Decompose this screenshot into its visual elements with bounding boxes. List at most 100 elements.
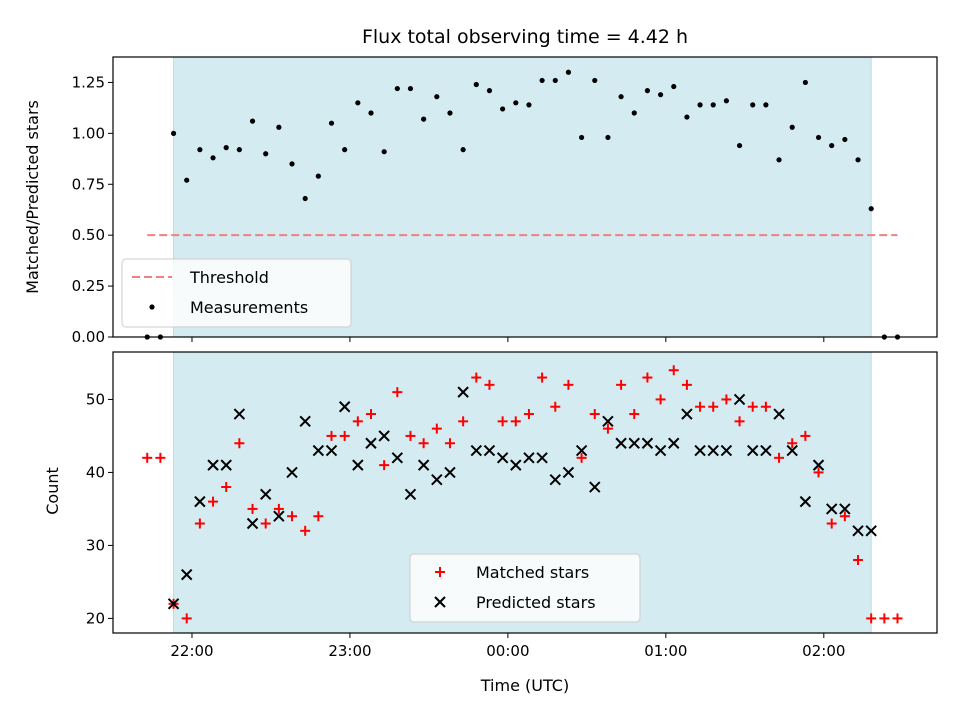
predicted-star-point: [483, 444, 496, 457]
predicted-star-point: [668, 437, 680, 449]
measurement-point: [671, 83, 677, 90]
measurement-point: [170, 130, 177, 136]
y-tick-label: 0.75: [72, 175, 105, 193]
matched-star-point: [800, 430, 811, 441]
predicted-star-point: [273, 510, 285, 522]
predicted-star-point: [602, 415, 614, 428]
predicted-star-point: [733, 393, 746, 406]
matched-star-point: [273, 503, 284, 514]
measurement-point: [723, 98, 729, 104]
matched-star-point: [708, 401, 719, 412]
predicted-star-point: [167, 598, 180, 610]
measurement-point: [486, 88, 493, 94]
measurement-point: [815, 134, 822, 141]
matched-star-point: [668, 365, 679, 376]
measurement-point: [447, 110, 453, 116]
measurement-point: [407, 85, 414, 92]
predicted-star-point: [536, 452, 548, 464]
predicted-star-point: [852, 525, 864, 537]
measurement-point: [868, 206, 874, 212]
matched-star-point: [760, 401, 771, 412]
measurement-point: [315, 173, 321, 179]
predicted-star-point: [431, 474, 443, 486]
matched-star-point: [813, 467, 824, 478]
measurement-point: [684, 114, 690, 120]
matched-star-point: [313, 511, 324, 522]
measurement-point: [697, 102, 703, 108]
measurement-point: [579, 134, 585, 141]
matched-star-point: [142, 452, 153, 463]
matched-star-point: [352, 416, 363, 427]
matched-star-point: [181, 613, 192, 624]
predicted-star-point: [299, 415, 311, 428]
series-matched-stars: [142, 365, 903, 624]
measurement-point: [368, 110, 374, 116]
predicted-star-point: [220, 459, 232, 471]
measurement-point: [736, 142, 743, 149]
measurement-point: [289, 161, 295, 167]
y-tick-label: 30: [86, 536, 105, 554]
predicted-star-point: [589, 481, 601, 493]
legend-box: [121, 258, 352, 328]
legend-threshold-label: Threshold: [189, 268, 269, 287]
matched-star-point: [418, 438, 429, 449]
matched-star-point: [155, 452, 166, 463]
measurement-point: [565, 69, 572, 75]
matched-star-point: [234, 438, 245, 449]
matched-star-point: [471, 372, 482, 383]
legend-box: [409, 553, 641, 623]
matched-star-point: [681, 379, 692, 390]
measurement-point: [539, 77, 545, 84]
predicted-star-point: [549, 474, 561, 486]
matched-star-point: [287, 511, 298, 522]
measurement-point: [460, 147, 466, 153]
legend-matched-label: Matched stars: [476, 563, 589, 582]
measurement-point: [802, 79, 808, 86]
predicted-star-point: [444, 466, 456, 479]
x-tick-label: 01:00: [644, 642, 687, 660]
predicted-star-point: [523, 452, 535, 464]
predicted-star-point: [654, 444, 667, 457]
legend: Matched stars Predicted stars: [409, 553, 641, 623]
predicted-star-point: [760, 444, 772, 457]
measurement-point: [710, 102, 716, 108]
measurement-point: [328, 120, 335, 126]
predicted-star-point: [286, 466, 298, 479]
predicted-star-point: [628, 437, 640, 449]
measurement-point: [394, 85, 400, 92]
measurement-point: [618, 94, 624, 100]
matched-star-point: [655, 394, 666, 405]
predicted-star-point: [510, 459, 522, 471]
predicted-star-point: [694, 444, 706, 457]
matched-star-point: [839, 511, 850, 522]
measurement-point: [631, 110, 637, 116]
matched-star-point: [431, 423, 442, 434]
measurement-point: [776, 157, 782, 163]
predicted-star-point: [575, 444, 588, 457]
predicted-star-point: [207, 459, 219, 471]
predicted-star-point: [246, 517, 259, 530]
matched-star-point: [892, 613, 903, 624]
measurement-point: [789, 124, 795, 130]
matched-star-point: [576, 452, 587, 463]
matched-star-point: [721, 394, 732, 405]
matched-star-point: [537, 372, 548, 383]
matched-star-point: [879, 613, 890, 624]
y-tick-label: 50: [86, 390, 105, 408]
measurement-point: [236, 147, 242, 153]
measurement-point: [657, 92, 664, 98]
measurement-point: [276, 124, 282, 130]
legend: Threshold Measurements: [121, 258, 352, 328]
predicted-star-point: [707, 444, 719, 457]
y-tick-label: 0.25: [72, 277, 105, 295]
matched-star-point: [510, 416, 521, 427]
chart-title: Flux total observing time = 4.42 h: [362, 26, 688, 48]
predicted-star-point: [681, 408, 693, 420]
matched-star-point: [563, 379, 574, 390]
predicted-star-point: [812, 459, 825, 471]
measurement-point: [552, 77, 558, 84]
predicted-star-point: [233, 408, 246, 420]
top-panel: 0.00 0.25 0.50 0.75 1.00 1.25 Threshold Measure…: [72, 56, 938, 346]
matched-star-point: [300, 525, 311, 536]
matched-star-point: [405, 430, 416, 441]
